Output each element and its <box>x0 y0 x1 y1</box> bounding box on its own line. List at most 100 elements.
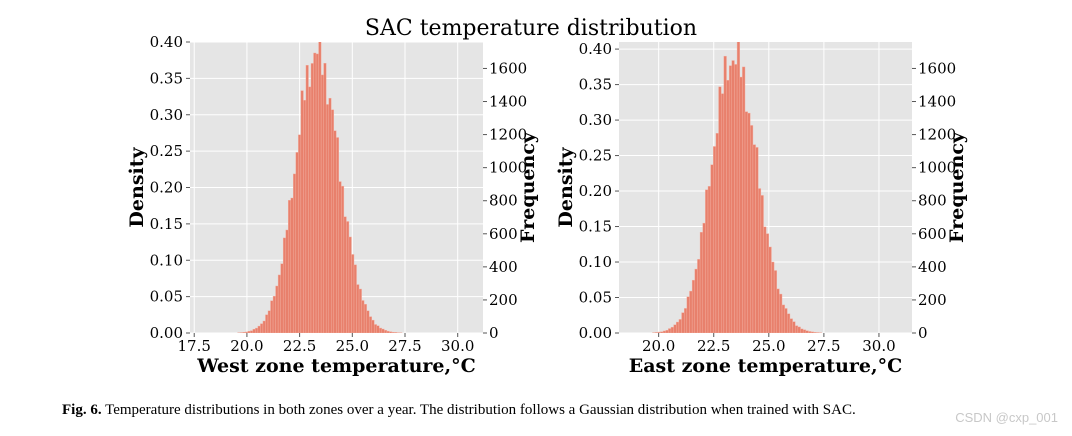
ytick-label: 0.25 <box>579 147 612 165</box>
histogram-bar <box>670 326 674 333</box>
histogram-bar <box>262 320 266 333</box>
ytick-right-label: 1400 <box>489 93 527 111</box>
histogram-bar <box>810 331 814 333</box>
histogram-bar <box>657 331 661 333</box>
histogram-bar <box>356 284 360 333</box>
xtick-label: 22.5 <box>697 337 730 355</box>
histogram-bar <box>305 65 309 333</box>
histogram-bar <box>808 331 812 333</box>
histogram-bars <box>652 42 822 333</box>
histogram-bar <box>247 331 251 333</box>
xtick-label: 30.0 <box>862 337 895 355</box>
histogram-bar <box>394 332 398 333</box>
ytick-label: 0.30 <box>150 106 183 124</box>
histogram-bar <box>665 330 669 333</box>
ytick-right-label: 0 <box>489 324 499 342</box>
histogram-bar <box>384 330 388 333</box>
histogram-bar <box>333 130 337 333</box>
histogram-bar <box>734 64 738 333</box>
histogram-bar <box>277 274 281 333</box>
ytick-label: 0.40 <box>150 33 183 51</box>
histogram-bar <box>673 324 677 333</box>
histogram-bar <box>300 90 304 333</box>
histogram-bar <box>715 133 719 333</box>
histogram-bar <box>689 290 693 333</box>
histogram-bar <box>654 332 658 333</box>
ytick-right-label: 600 <box>918 225 947 243</box>
histogram-bar <box>702 222 706 333</box>
histogram-bar <box>792 321 796 333</box>
ytick-label: 0.10 <box>579 253 612 271</box>
histogram-bar <box>315 53 319 333</box>
histogram-bar <box>752 144 756 333</box>
histogram-bar <box>697 259 701 333</box>
histogram-bar <box>363 304 367 333</box>
histogram-bar <box>280 263 284 333</box>
ytick-label: 0.20 <box>150 179 183 197</box>
ytick-label: 0.30 <box>579 111 612 129</box>
histogram-bar <box>366 310 370 333</box>
y-axis-label-left: Density <box>126 146 148 227</box>
ytick-label: 0.05 <box>579 289 612 307</box>
histogram-bar <box>742 66 746 333</box>
caption-text: Temperature distributions in both zones … <box>105 402 856 418</box>
histogram-bar <box>795 325 799 333</box>
histogram-bar <box>707 186 711 333</box>
histogram-bar <box>760 195 764 333</box>
histogram-bar <box>270 300 274 333</box>
histogram-bar <box>290 197 294 333</box>
ytick-label: 0.05 <box>150 288 183 306</box>
xtick-label: 30.0 <box>441 337 474 355</box>
ytick-right-label: 1600 <box>918 59 956 77</box>
histogram-bar <box>298 134 302 333</box>
histogram-bar <box>336 137 340 333</box>
histogram-bar <box>293 173 297 333</box>
ytick-right-label: 1600 <box>489 59 527 77</box>
histogram-bar <box>368 316 372 333</box>
ytick-right-label: 200 <box>489 291 518 309</box>
ytick-right-label: 1000 <box>489 159 527 177</box>
histogram-bar <box>660 331 664 333</box>
histogram-bar <box>376 325 380 333</box>
histogram-bar <box>320 74 324 333</box>
ytick-label: 0.20 <box>579 182 612 200</box>
histogram-bar <box>295 152 299 333</box>
histogram-bar <box>678 319 682 333</box>
histogram-bar <box>713 146 717 333</box>
histogram-bar <box>765 233 770 333</box>
histogram-bar <box>694 268 698 333</box>
histogram-bar <box>800 328 804 333</box>
histogram-bar <box>739 76 743 333</box>
xtick-label: 27.5 <box>807 337 840 355</box>
histogram-bar <box>726 80 730 333</box>
ytick-right-label: 1200 <box>489 126 527 144</box>
caption-label: Fig. 6. <box>62 402 102 418</box>
histogram-bar <box>308 86 312 333</box>
histogram-bar <box>705 189 709 333</box>
xtick-label: 22.5 <box>283 337 316 355</box>
watermark: CSDN @cxp_001 <box>955 410 1058 425</box>
histogram-bar <box>318 42 322 333</box>
histogram-bar <box>662 330 666 333</box>
ytick-label: 0.25 <box>150 142 183 160</box>
ytick-label: 0.40 <box>579 40 612 58</box>
histogram-bar <box>681 312 685 333</box>
histogram-bar <box>325 104 329 333</box>
histogram-bar <box>310 63 314 333</box>
ytick-label: 0.35 <box>150 69 183 87</box>
ytick-right-label: 1400 <box>918 93 956 111</box>
histogram-bar <box>755 147 759 333</box>
histogram-bar <box>686 296 690 333</box>
figure-caption: Fig. 6. Temperature distributions in bot… <box>62 402 1062 419</box>
xtick-label: 20.0 <box>642 337 675 355</box>
x-axis-label: West zone temperature,°C <box>196 355 476 377</box>
histogram-bar <box>668 328 672 333</box>
histogram-bar <box>323 63 327 333</box>
ytick-right-label: 600 <box>489 225 518 243</box>
west-zone-chart: 0.00 0.05 0.10 0.15 0.20 0.25 0.30 0.35 0.40 0 200… <box>126 33 539 377</box>
histogram-bar <box>391 331 395 333</box>
histogram-bar <box>282 237 286 333</box>
histogram-bar <box>805 330 809 333</box>
ytick-right-label: 0 <box>918 324 928 342</box>
histogram-bar <box>736 42 740 333</box>
